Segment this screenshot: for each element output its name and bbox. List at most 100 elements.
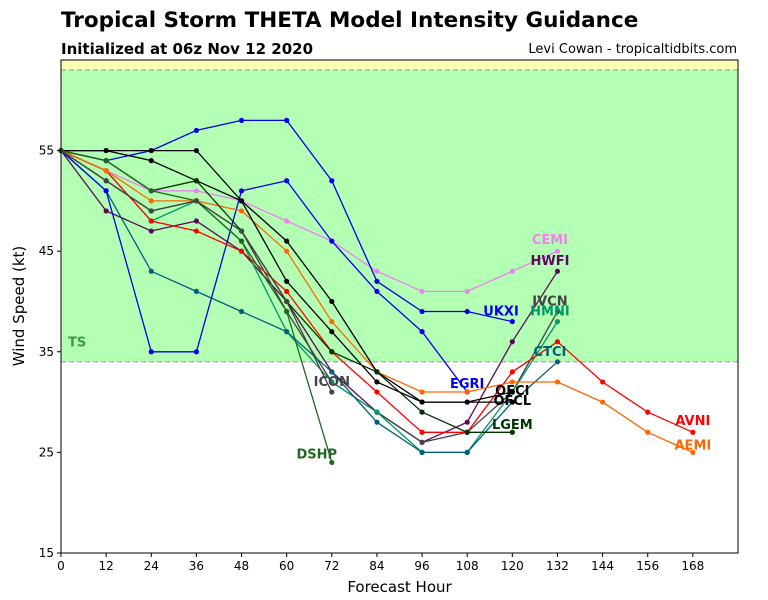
data-point: [284, 238, 290, 244]
model-label-icon: ICON: [314, 375, 350, 390]
data-point: [193, 188, 199, 194]
data-point: [690, 429, 696, 435]
data-point: [645, 429, 651, 435]
data-point: [600, 379, 606, 385]
model-label-egri: EGRI: [450, 377, 484, 392]
data-point: [419, 308, 425, 315]
data-point: [374, 409, 380, 415]
data-point: [464, 449, 470, 455]
data-point: [193, 288, 199, 295]
series-layer: [58, 117, 696, 466]
data-point: [419, 399, 425, 405]
data-point: [554, 308, 561, 315]
data-point: [103, 188, 109, 194]
model-label-ukxi: UKXI: [483, 305, 519, 320]
model-label-hwfi: HWFI: [530, 254, 569, 269]
data-point: [419, 288, 425, 295]
data-point: [464, 429, 470, 435]
data-point: [103, 178, 109, 184]
data-point: [329, 369, 335, 375]
x-tick-label: 24: [144, 559, 159, 573]
data-point: [238, 248, 245, 254]
x-tick-label: 60: [279, 559, 294, 573]
model-label-ofcl: OFCL: [493, 394, 531, 409]
data-point: [509, 379, 515, 385]
data-point: [148, 208, 154, 214]
data-point: [329, 318, 335, 325]
data-point: [374, 268, 380, 274]
data-point: [148, 198, 154, 204]
data-point: [193, 218, 199, 224]
y-tick-label: 45: [39, 244, 54, 258]
data-point: [374, 379, 380, 385]
model-label-ctci: CTCI: [534, 345, 567, 360]
data-point: [103, 208, 109, 214]
model-label-hmni: HMNI: [530, 305, 570, 320]
data-point: [329, 329, 335, 335]
y-tick-label: 25: [39, 445, 54, 459]
x-tick-label: 84: [369, 559, 384, 573]
data-point: [374, 278, 380, 284]
model-label-ivcn: IVCN: [532, 294, 567, 309]
x-tick-label: 156: [636, 559, 659, 573]
data-point: [419, 429, 425, 435]
data-point: [148, 218, 154, 224]
data-point: [193, 228, 199, 234]
data-point: [103, 168, 109, 174]
data-point: [419, 439, 425, 445]
data-point: [238, 228, 245, 234]
data-point: [509, 318, 515, 325]
data-point: [329, 459, 335, 466]
data-point: [193, 127, 199, 134]
y-tick-label: 15: [39, 546, 54, 560]
data-point: [419, 409, 425, 415]
data-point: [554, 268, 561, 274]
data-point: [103, 158, 109, 164]
series-line-cemi: [60, 150, 558, 293]
series-line-egri: [60, 150, 468, 393]
data-point: [329, 349, 335, 355]
x-tick-label: 36: [189, 559, 204, 573]
data-point: [329, 379, 335, 385]
data-point: [554, 379, 561, 385]
data-point: [238, 308, 245, 315]
data-point: [554, 339, 561, 345]
data-point: [238, 208, 245, 214]
model-label-cemi: CEMI: [532, 233, 568, 248]
series-line-ctci: [60, 150, 558, 454]
data-point: [284, 248, 290, 254]
data-point: [464, 399, 470, 405]
x-tick-label: 48: [234, 559, 249, 573]
model-label-aemi: AEMI: [675, 438, 712, 453]
bands-layer: TS: [61, 60, 738, 363]
y-axis-label: Wind Speed (kt): [10, 246, 28, 367]
series-icon: [58, 147, 335, 395]
band-0: [61, 70, 738, 362]
data-point: [103, 147, 109, 154]
data-point: [148, 349, 154, 355]
data-point: [193, 198, 199, 204]
data-point: [193, 178, 199, 184]
data-point: [464, 419, 470, 425]
data-point: [329, 238, 335, 244]
plot-frame: [60, 59, 739, 554]
data-point: [329, 178, 335, 184]
data-point: [284, 278, 290, 284]
data-point: [193, 147, 199, 154]
data-point: [600, 399, 606, 405]
x-tick-label: 0: [57, 559, 65, 573]
data-point: [374, 369, 380, 375]
x-tick-label: 72: [324, 559, 339, 573]
y-tick-label: 35: [39, 345, 54, 359]
x-tick-label: 96: [414, 559, 429, 573]
data-point: [509, 339, 515, 345]
x-tick-label: 120: [501, 559, 524, 573]
data-point: [554, 359, 561, 365]
x-tick-label: 168: [681, 559, 704, 573]
data-point: [554, 318, 561, 325]
data-point: [238, 188, 245, 194]
data-point: [509, 429, 515, 435]
data-point: [464, 389, 470, 395]
